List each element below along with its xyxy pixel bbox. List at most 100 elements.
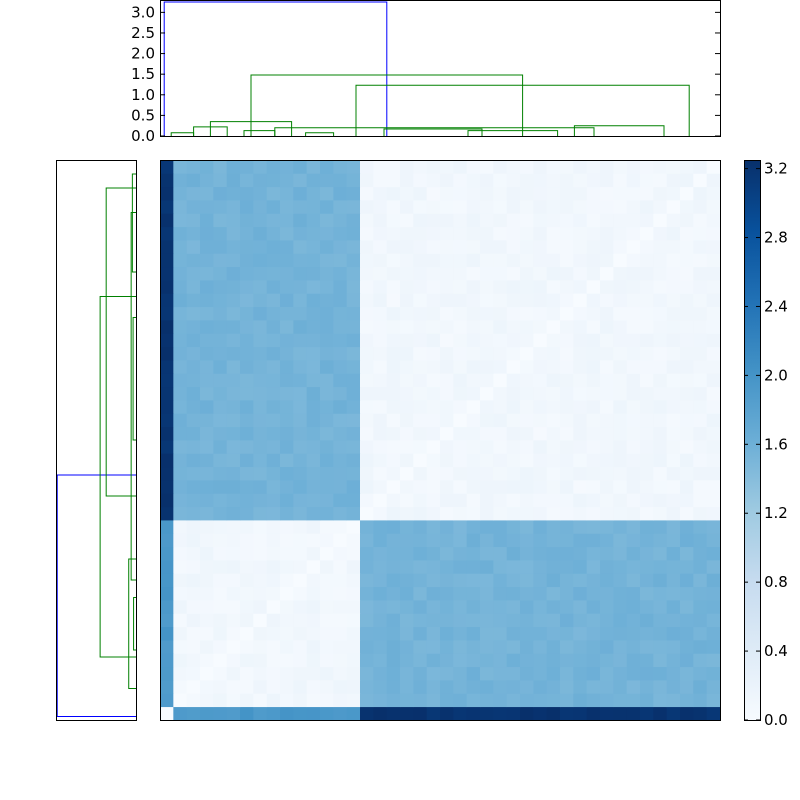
heatmap-cell [653, 240, 668, 254]
heatmap-cell [480, 493, 494, 508]
heatmap-cell [280, 400, 294, 414]
heatmap-cell [186, 706, 201, 721]
heatmap-cell [160, 413, 174, 428]
heatmap-cell [613, 693, 628, 708]
heatmap-cell [226, 360, 241, 374]
heatmap-cell [666, 160, 681, 174]
colorbar-gradient [744, 160, 761, 721]
heatmap-cell [320, 600, 334, 614]
heatmap-cell [680, 466, 694, 481]
heatmap-cell [346, 200, 361, 214]
heatmap-cell [293, 186, 308, 201]
heatmap-cell [693, 253, 708, 268]
heatmap-cell [426, 573, 441, 588]
heatmap-cell [506, 253, 521, 268]
heatmap-cell [333, 346, 348, 361]
heatmap-cell [253, 600, 268, 614]
heatmap-cell [386, 640, 401, 654]
heatmap-cell [706, 546, 721, 561]
heatmap-cell [573, 226, 588, 241]
heatmap-cell [240, 400, 254, 414]
heatmap-cell [680, 160, 694, 174]
heatmap-cell [493, 373, 508, 388]
heatmap-cell [466, 440, 481, 454]
heatmap-cell [386, 333, 401, 348]
heatmap-cell [280, 520, 294, 534]
heatmap-cell [186, 240, 201, 254]
heatmap-cell [333, 520, 348, 534]
heatmap-cell [173, 213, 188, 228]
heatmap-cell [613, 346, 628, 361]
heatmap-cell [586, 320, 601, 334]
dendrogram-link [467, 130, 559, 136]
heatmap-cell [346, 560, 361, 574]
left-dendrogram-frame [56, 160, 137, 721]
heatmap-cell [706, 560, 721, 574]
heatmap-cell [586, 253, 601, 268]
heatmap-cell [266, 480, 281, 494]
heatmap-cell [613, 640, 628, 654]
heatmap-cell [493, 493, 508, 508]
heatmap-cell [560, 266, 574, 281]
heatmap-cell [213, 493, 228, 508]
heatmap-cell [600, 480, 614, 494]
heatmap-cell [333, 160, 348, 174]
heatmap-cell [213, 573, 228, 588]
heatmap-cell [173, 346, 188, 361]
heatmap-cell [506, 160, 521, 174]
heatmap-cell [240, 533, 254, 548]
heatmap-cell [493, 573, 508, 588]
heatmap-cell [440, 560, 454, 574]
heatmap-cell [373, 253, 388, 268]
heatmap-cell [213, 293, 228, 308]
heatmap-cell [413, 266, 428, 281]
heatmap-cell [200, 613, 214, 628]
heatmap-cell [493, 680, 508, 694]
heatmap-cell [480, 200, 494, 214]
heatmap-cell [320, 200, 334, 214]
heatmap-cell [680, 640, 694, 654]
heatmap-cell [546, 293, 561, 308]
heatmap-cell [626, 453, 641, 468]
heatmap-cell [253, 560, 268, 574]
heatmap-cell [493, 440, 508, 454]
heatmap-cell [560, 546, 574, 561]
heatmap-cell [426, 240, 441, 254]
heatmap-cell [373, 186, 388, 201]
heatmap-cell [546, 600, 561, 614]
heatmap-cell [680, 706, 694, 721]
heatmap-cell [173, 666, 188, 681]
heatmap-cell [373, 533, 388, 548]
heatmap-cell [480, 613, 494, 628]
heatmap-cell [560, 573, 574, 588]
heatmap-cell [493, 226, 508, 241]
heatmap-cell [306, 466, 321, 481]
heatmap-cell [480, 400, 494, 414]
heatmap-cell [373, 413, 388, 428]
heatmap-cell [213, 173, 228, 188]
heatmap-cell [440, 400, 454, 414]
heatmap-cell [253, 160, 268, 174]
heatmap-cell [546, 253, 561, 268]
heatmap-cell [413, 413, 428, 428]
heatmap-cell [533, 493, 548, 508]
heatmap-cell [520, 360, 534, 374]
heatmap-cell [306, 493, 321, 508]
heatmap-cell [253, 640, 268, 654]
heatmap-cell [373, 506, 388, 521]
heatmap-cell [613, 280, 628, 294]
heatmap-cell [400, 466, 414, 481]
heatmap-cell [200, 226, 214, 241]
heatmap-cell [266, 453, 281, 468]
heatmap-cell [573, 493, 588, 508]
heatmap-cell [213, 706, 228, 721]
heatmap-cell [693, 200, 708, 214]
heatmap-cell [213, 466, 228, 481]
heatmap-cell [293, 306, 308, 321]
heatmap-cell [586, 426, 601, 441]
heatmap-cell [546, 360, 561, 374]
heatmap-cell [173, 706, 188, 721]
heatmap-cell [413, 573, 428, 588]
heatmap-cell [506, 480, 521, 494]
heatmap-cell [266, 413, 281, 428]
